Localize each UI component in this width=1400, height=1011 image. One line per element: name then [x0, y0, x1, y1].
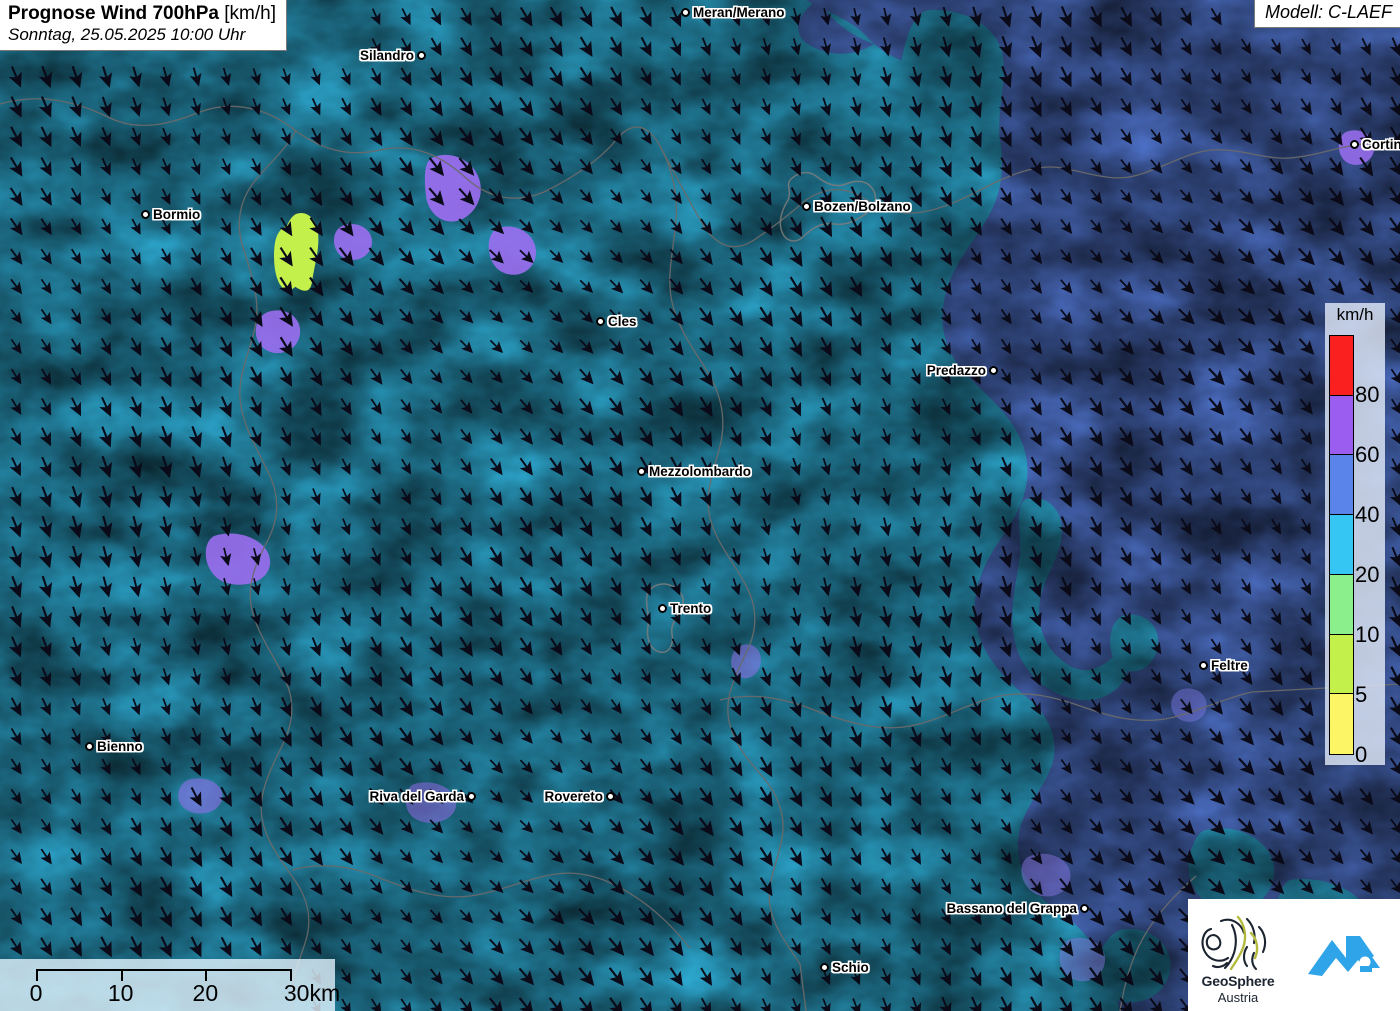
city-dot-icon — [467, 792, 476, 801]
city-marker[interactable]: Bozen/Bolzano — [802, 199, 911, 214]
logo-strip: GeoSphere Austria — [1188, 899, 1400, 1011]
city-marker[interactable]: Riva del Garda — [369, 789, 476, 804]
city-marker[interactable]: Cortina — [1350, 137, 1400, 152]
city-label: Trento — [670, 601, 712, 616]
city-dot-icon — [1199, 661, 1208, 670]
city-marker[interactable]: Trento — [658, 601, 711, 616]
geosphere-mark-icon — [1201, 915, 1267, 971]
geosphere-name: GeoSphere — [1201, 973, 1275, 989]
legend-band-510 — [1330, 634, 1353, 695]
page-title: Prognose Wind 700hPa [km/h] — [8, 3, 276, 25]
city-dot-icon — [1350, 140, 1359, 149]
legend-tick-10: 10 — [1355, 622, 1380, 647]
city-label: Mezzolombardo — [649, 464, 752, 479]
city-dot-icon — [989, 366, 998, 375]
city-label: Predazzo — [926, 363, 986, 378]
city-label: Cortina — [1362, 137, 1400, 152]
legend-tick-0: 0 — [1355, 742, 1368, 767]
title-box: Prognose Wind 700hPa [km/h] Sonntag, 25.… — [0, 0, 288, 52]
scale-tick — [205, 969, 208, 981]
city-marker[interactable]: Bienno — [85, 739, 143, 754]
legend-tick-40: 40 — [1355, 502, 1380, 527]
city-dot-icon — [820, 963, 829, 972]
legend-color-strip — [1329, 335, 1354, 755]
city-label: Silandro — [359, 48, 414, 63]
city-label: Meran/Merano — [693, 5, 785, 20]
legend-tick-5: 5 — [1355, 682, 1368, 707]
city-dot-icon — [606, 792, 615, 801]
scale-label-0: 0 — [29, 980, 43, 1006]
city-dot-icon — [1080, 904, 1089, 913]
city-dot-icon — [802, 202, 811, 211]
scale-tick — [36, 969, 38, 981]
geosphere-sub: Austria — [1217, 990, 1259, 1005]
scale-tick — [120, 969, 123, 981]
legend-band-05 — [1330, 694, 1353, 754]
city-marker[interactable]: Predazzo — [927, 363, 998, 378]
city-marker[interactable]: Cles — [596, 314, 637, 329]
city-label: Bassano del Grappa — [946, 901, 1077, 916]
legend-band-2040 — [1330, 515, 1353, 575]
legend-band-80 — [1330, 336, 1353, 396]
scale-label-3: 30km — [283, 980, 341, 1006]
title-unit-text: [km/h] — [224, 3, 277, 24]
city-label: Riva del Garda — [369, 789, 464, 804]
scale-tick — [290, 969, 292, 981]
city-label: Rovereto — [544, 789, 603, 804]
scale-label-2: 20 — [192, 980, 219, 1006]
city-dot-icon — [141, 210, 150, 219]
city-label: Schio — [832, 960, 869, 975]
city-label: Feltre — [1211, 658, 1248, 673]
legend-band-4060 — [1330, 455, 1353, 516]
legend-unit-label: km/h — [1336, 305, 1374, 324]
city-marker[interactable]: Bormio — [141, 207, 200, 222]
city-marker[interactable]: Silandro — [360, 48, 426, 63]
city-label: Bozen/Bolzano — [814, 199, 911, 214]
city-label: Bormio — [153, 207, 201, 222]
city-marker[interactable]: Bassano del Grappa — [946, 901, 1089, 916]
model-label: Modell: C-LAEF — [1253, 0, 1400, 28]
legend-band-1020 — [1330, 574, 1353, 635]
forecast-timestamp: Sonntag, 25.05.2025 10:00 Uhr — [8, 25, 246, 45]
legend-tick-60: 60 — [1355, 442, 1380, 467]
legend-tick-20: 20 — [1355, 562, 1380, 587]
city-dot-icon — [637, 467, 646, 476]
city-dot-icon — [596, 317, 605, 326]
color-legend: km/h 80 60 40 20 10 5 0 — [1325, 303, 1385, 767]
city-dot-icon — [417, 51, 426, 60]
geosphere-logo: GeoSphere Austria — [1188, 899, 1288, 1011]
title-main-text: Prognose Wind 700hPa — [8, 3, 219, 24]
legend-band-6080 — [1330, 395, 1353, 456]
mountain-peak-icon — [1308, 936, 1380, 976]
scale-label-1: 10 — [107, 980, 134, 1006]
city-dot-icon — [658, 604, 667, 613]
city-dot-icon — [85, 742, 94, 751]
city-marker[interactable]: Mezzolombardo — [637, 464, 751, 479]
scale-bar: 0 10 20 30km — [0, 959, 340, 1011]
legend-tick-80: 80 — [1355, 382, 1380, 407]
city-dot-icon — [681, 8, 690, 17]
city-label: Bienno — [97, 739, 143, 754]
scale-bar-line — [36, 969, 290, 971]
city-marker[interactable]: Meran/Merano — [681, 5, 785, 20]
peak-logo — [1288, 899, 1400, 1011]
city-marker[interactable]: Rovereto — [544, 789, 615, 804]
city-marker[interactable]: Feltre — [1199, 658, 1248, 673]
city-marker[interactable]: Schio — [820, 960, 869, 975]
city-label: Cles — [608, 314, 637, 329]
